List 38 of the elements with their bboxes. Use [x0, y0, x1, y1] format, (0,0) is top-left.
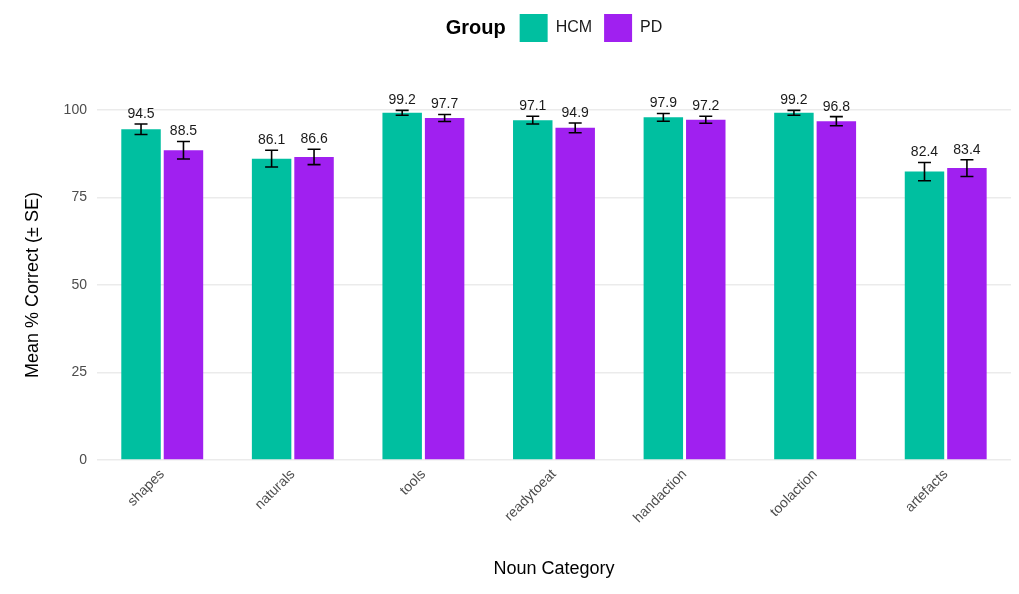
data-label: 94.9 — [561, 103, 590, 120]
data-label: 97.1 — [519, 97, 547, 114]
data-label: 82.4 — [910, 143, 939, 160]
bar — [163, 150, 204, 460]
bar — [294, 156, 334, 460]
bar — [904, 171, 945, 460]
bar — [816, 121, 857, 460]
data-label: 94.5 — [127, 104, 155, 121]
bar — [555, 127, 595, 460]
legend-label: HCM — [555, 18, 593, 36]
data-label: 97.7 — [431, 95, 459, 112]
y-tick-label: 25 — [71, 363, 88, 380]
y-tick-label: 50 — [71, 275, 88, 292]
y-tick-label: 100 — [63, 100, 88, 117]
legend-label: PD — [640, 18, 663, 36]
data-label: 88.5 — [169, 122, 198, 139]
y-tick-label: 0 — [79, 450, 88, 467]
data-label: 96.8 — [822, 97, 851, 114]
bar — [424, 118, 465, 460]
bar — [251, 158, 292, 460]
bar — [643, 117, 684, 460]
bar — [686, 119, 726, 460]
x-axis-title: Noun Category — [493, 558, 615, 579]
bar — [513, 120, 553, 460]
y-axis-title: Mean % Correct (± SE) — [21, 192, 42, 379]
bar — [947, 168, 987, 460]
data-label: 86.6 — [300, 130, 328, 147]
y-tick-label: 75 — [71, 188, 88, 205]
bar — [121, 129, 161, 460]
bar — [774, 112, 814, 460]
data-label: 83.4 — [953, 140, 981, 157]
data-label: 97.2 — [692, 97, 720, 114]
data-label: 99.2 — [388, 91, 417, 108]
bar — [382, 112, 422, 460]
legend-title: Group — [445, 15, 506, 38]
data-label: 99.2 — [780, 91, 808, 108]
data-label: 86.1 — [257, 131, 286, 148]
data-label: 97.9 — [649, 94, 678, 111]
